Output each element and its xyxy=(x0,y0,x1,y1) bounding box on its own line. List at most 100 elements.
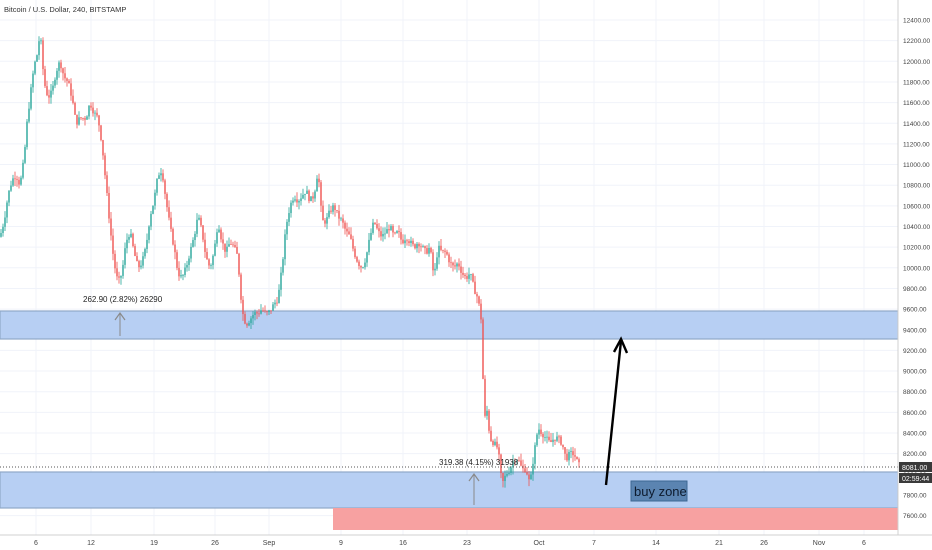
candle-body xyxy=(144,248,146,257)
candle-body xyxy=(88,105,90,117)
candle-body xyxy=(350,234,352,239)
candle-body xyxy=(186,264,188,268)
candle-body xyxy=(132,233,134,247)
candle-body xyxy=(390,226,392,231)
candle-body xyxy=(296,199,298,203)
candle-body xyxy=(0,233,2,237)
time-tick-label: 16 xyxy=(399,540,407,547)
candle-body xyxy=(136,256,138,262)
red-zone[interactable] xyxy=(333,508,898,530)
candle-body xyxy=(416,243,418,249)
candle-body xyxy=(272,304,274,311)
candle-body xyxy=(152,205,154,214)
price-tick-label: 7600.00 xyxy=(903,513,927,520)
price-axis[interactable] xyxy=(898,0,932,535)
candle-body xyxy=(48,95,50,98)
candle-body xyxy=(440,245,442,250)
price-tick-label: 12400.00 xyxy=(903,18,930,25)
price-tick-label: 9000.00 xyxy=(903,369,927,376)
candle-body xyxy=(184,267,186,276)
candle-body xyxy=(388,229,390,231)
candle-body xyxy=(228,244,230,247)
candle-body xyxy=(460,266,462,273)
candle-body xyxy=(372,222,374,233)
support-zone-buy[interactable] xyxy=(0,471,899,509)
price-tick-label: 11400.00 xyxy=(903,121,930,128)
candle-body xyxy=(220,229,222,240)
candle-body xyxy=(188,258,190,265)
candle-body xyxy=(54,79,56,86)
candle-body xyxy=(28,108,30,122)
candle-body xyxy=(164,180,166,194)
candle-body xyxy=(190,246,192,259)
candle-body xyxy=(104,155,106,176)
candle-body xyxy=(332,205,334,212)
candle-body xyxy=(72,95,74,103)
candle-body xyxy=(84,118,86,120)
candle-body xyxy=(266,311,268,313)
candle-body xyxy=(548,436,550,441)
candle-body xyxy=(196,219,198,234)
candle-body xyxy=(224,243,226,252)
candle-body xyxy=(242,299,244,315)
candle-body xyxy=(326,217,328,224)
candle-body xyxy=(70,83,72,96)
price-tick-label: 9800.00 xyxy=(903,286,927,293)
candle-body xyxy=(82,118,84,119)
candle-body xyxy=(112,235,114,254)
candle-body xyxy=(448,254,450,263)
candle-body xyxy=(204,239,206,252)
candle-body xyxy=(344,222,346,229)
candle-body xyxy=(14,178,16,180)
candle-body xyxy=(544,437,546,438)
candle-body xyxy=(236,246,238,254)
candle-body xyxy=(322,205,324,221)
candle-body xyxy=(340,218,342,220)
candle-body xyxy=(348,231,350,235)
candle-body xyxy=(574,455,576,457)
candle-body xyxy=(102,140,104,156)
candle-body xyxy=(446,251,448,255)
price-tick-label: 11800.00 xyxy=(903,79,930,86)
time-tick-label: 26 xyxy=(211,540,219,547)
candle-body xyxy=(96,112,98,116)
candle-body xyxy=(342,218,344,223)
price-tick-label: 8600.00 xyxy=(903,410,927,417)
up-arrow[interactable] xyxy=(604,336,629,486)
time-tick-label: 19 xyxy=(150,540,158,547)
candle-body xyxy=(506,473,508,476)
candle-body xyxy=(382,233,384,237)
candle-body xyxy=(552,439,554,442)
candle-body xyxy=(60,62,62,69)
candle-body xyxy=(330,210,332,212)
candle-body xyxy=(280,272,282,290)
candle-body xyxy=(384,233,386,235)
candle-body xyxy=(106,175,108,194)
candle-body xyxy=(320,182,322,206)
current-price-badge xyxy=(899,462,932,472)
candle-body xyxy=(538,429,540,435)
candle-body xyxy=(10,185,12,191)
price-tick-label: 7800.00 xyxy=(903,492,927,499)
time-axis[interactable] xyxy=(0,535,932,550)
candle-body xyxy=(250,318,252,324)
support-zone-upper[interactable] xyxy=(0,310,899,340)
candle-body xyxy=(248,323,250,326)
candle-body xyxy=(572,451,574,456)
price-tick-label: 8800.00 xyxy=(903,389,927,396)
candle-body xyxy=(528,474,530,480)
candle-body xyxy=(472,274,474,282)
candle-body xyxy=(50,90,52,98)
price-tick-label: 11600.00 xyxy=(903,100,930,107)
candle-body xyxy=(312,196,314,199)
candle-body xyxy=(354,248,356,258)
candle-body xyxy=(94,112,96,114)
candle-body xyxy=(230,244,232,245)
candle-body xyxy=(302,194,304,199)
time-tick-label: 23 xyxy=(463,540,471,547)
candle-body xyxy=(498,447,500,455)
candle-body xyxy=(274,302,276,305)
candle-body xyxy=(38,41,40,56)
candle-body xyxy=(92,107,94,114)
